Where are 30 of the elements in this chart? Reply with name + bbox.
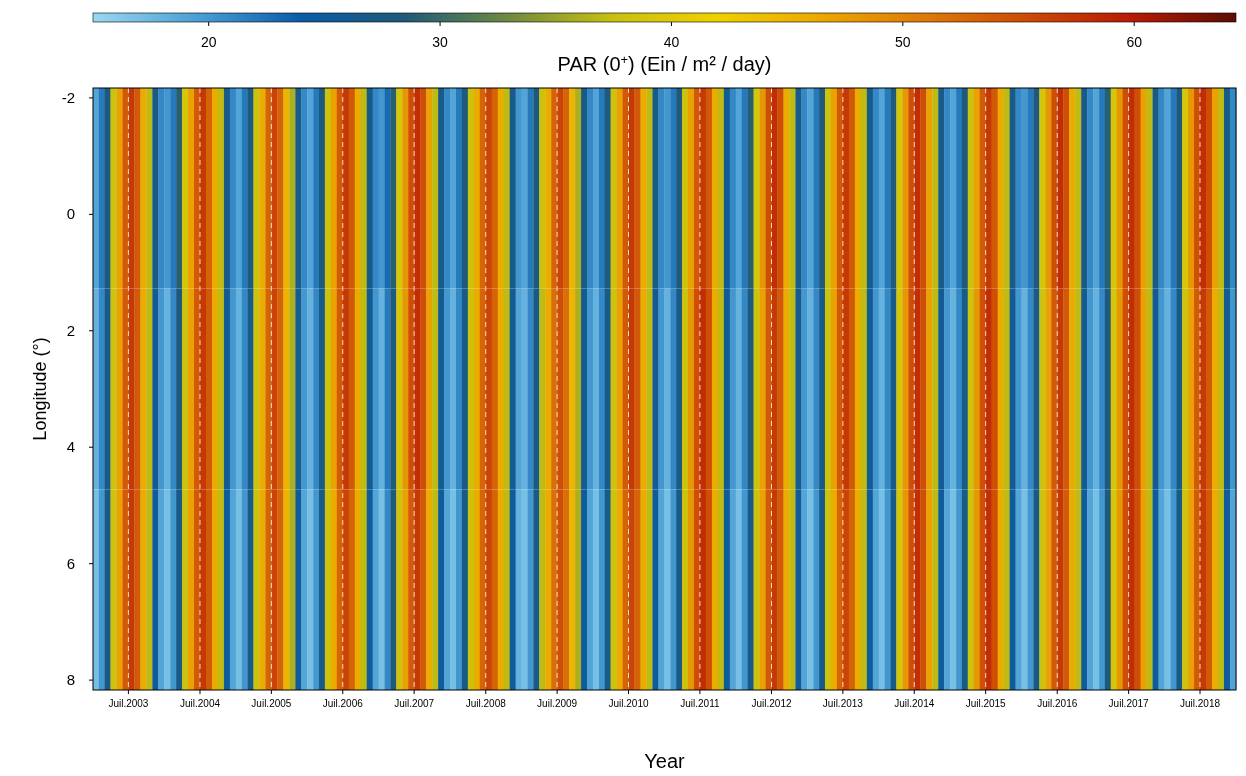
color-bar-label: 30 <box>432 34 449 50</box>
color-bar-label: 50 <box>895 34 911 50</box>
x-tick-label: Juil.2010 <box>608 698 649 709</box>
x-tick-label: Juil.2007 <box>394 698 435 709</box>
x-tick-label: Juil.2018 <box>1180 698 1221 709</box>
x-tick-label: Juil.2005 <box>251 698 292 709</box>
y-tick-label: 4 <box>66 438 75 456</box>
x-tick-label: Juil.2009 <box>537 698 578 709</box>
y-axis-title: Longitude (°) <box>30 337 50 441</box>
y-tick-label: 6 <box>66 554 75 572</box>
x-tick-label: Juil.2004 <box>179 698 221 709</box>
y-tick-label: 0 <box>66 205 75 223</box>
color-bar-label: 60 <box>1126 34 1143 50</box>
x-tick-label: Juil.2012 <box>751 698 792 709</box>
x-tick-label: Juil.2017 <box>1108 698 1150 709</box>
color-bar-label: 20 <box>200 34 217 50</box>
x-tick-label: Juil.2015 <box>965 698 1007 709</box>
x-tick-label: Juil.2014 <box>894 698 935 709</box>
y-tick-label: -2 <box>61 88 75 106</box>
y-tick-label: 8 <box>66 671 75 689</box>
x-tick-label: Juil.2011 <box>680 698 720 709</box>
color-bar-title: PAR (0$^{+}$) (Ein / m² / day) <box>557 51 772 75</box>
color-bar-label: 40 <box>663 34 680 50</box>
x-tick-label: Juil.2013 <box>822 698 864 709</box>
x-tick-label: Juil.2003 <box>108 698 149 709</box>
y-tick-label: 2 <box>66 321 75 339</box>
x-axis-title: Year <box>644 750 686 772</box>
x-tick-label: Juil.2006 <box>322 698 364 709</box>
x-tick-label: Juil.2008 <box>465 698 507 709</box>
x-tick-label: Juil.2016 <box>1037 698 1078 709</box>
